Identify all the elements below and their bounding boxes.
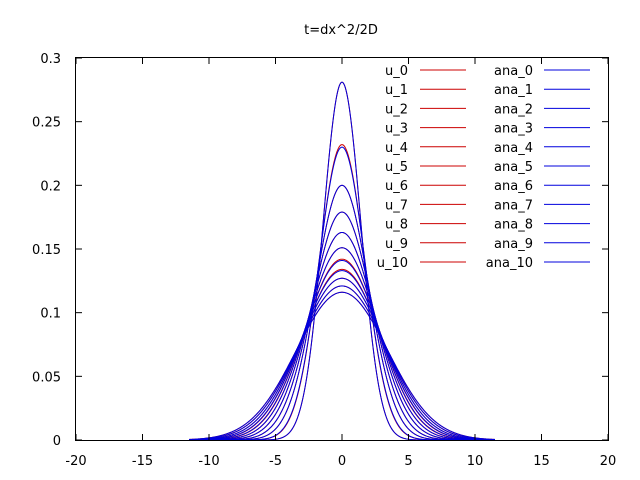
- x-tick-label: 15: [533, 454, 550, 469]
- legend-label-u-5: u_5: [385, 160, 408, 175]
- plot-frame: [75, 57, 609, 441]
- legend-label-u-9: u_9: [385, 237, 408, 252]
- legend-label-u-0: u_0: [385, 64, 408, 79]
- series-line-ana-6: [189, 259, 495, 441]
- series-line-ana-7: [189, 270, 495, 441]
- series-line-ana-3: [189, 211, 495, 441]
- legend-label-ana-1: ana_1: [494, 83, 533, 98]
- legend-label-ana-4: ana_4: [494, 141, 533, 156]
- legend-label-ana-8: ana_8: [494, 218, 533, 233]
- x-tick-label: -15: [132, 454, 153, 469]
- tick-labels-layer: -20 -15 -10 -5 0 5 10 15 20 0 0.05 0.1 0.15 0.2 0.25 0.…: [32, 52, 616, 469]
- x-tick-label: 20: [600, 454, 617, 469]
- y-tick-label: 0.15: [32, 243, 61, 258]
- legend-label-ana-9: ana_9: [494, 237, 533, 252]
- legend-label-ana-0: ana_0: [494, 64, 533, 79]
- legend-label-u-3: u_3: [385, 122, 408, 137]
- legend-label-u-6: u_6: [385, 179, 408, 194]
- legend: u_0 u_1 u_2 u_3 u_4 u_5 u_6 u_7 u_8 u_9 u_10 ana_0a…: [377, 64, 590, 271]
- legend-label-ana-2: ana_2: [494, 102, 533, 117]
- chart-title: t=dx^2/2D: [304, 23, 378, 38]
- x-tick-label: 10: [467, 454, 484, 469]
- legend-label-u-7: u_7: [385, 198, 408, 213]
- series-line-ana-10: [189, 291, 495, 440]
- legend-label-u-10: u_10: [377, 256, 408, 271]
- x-tick-label: 5: [404, 454, 412, 469]
- legend-label-ana-3: ana_3: [494, 122, 533, 137]
- x-tick-label: -5: [269, 454, 282, 469]
- series-line-ana-4: [189, 231, 495, 441]
- legend-label-u-2: u_2: [385, 102, 408, 117]
- y-tick-label: 0.2: [40, 179, 61, 194]
- legend-label-ana-6: ana_6: [494, 179, 533, 194]
- legend-label-ana-7: ana_7: [494, 198, 533, 213]
- series-line-ana-8: [189, 277, 495, 441]
- y-tick-label: 0.05: [32, 370, 61, 385]
- y-tick-label: 0.25: [32, 116, 61, 131]
- series-line-ana-9: [189, 285, 495, 441]
- legend-label-ana-5: ana_5: [494, 160, 533, 175]
- y-tick-label: 0.1: [40, 307, 61, 322]
- series-line-ana-5: [189, 247, 495, 441]
- x-tick-label: 0: [338, 454, 346, 469]
- legend-label-u-4: u_4: [385, 141, 408, 156]
- x-tick-label: -20: [65, 454, 86, 469]
- y-tick-label: 0.3: [40, 52, 61, 67]
- x-tick-label: -10: [198, 454, 219, 469]
- legend-label-u-8: u_8: [385, 218, 408, 233]
- ticks-layer: [75, 57, 609, 441]
- legend-label-u-1: u_1: [385, 83, 408, 98]
- y-tick-label: 0: [53, 434, 61, 449]
- legend-label-ana-10: ana_10: [486, 256, 533, 271]
